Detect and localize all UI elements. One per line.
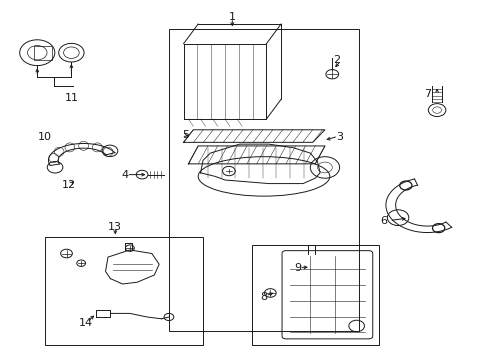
Text: 9: 9 [294, 263, 301, 273]
Text: 6: 6 [379, 216, 386, 226]
Text: 8: 8 [260, 292, 267, 302]
Text: 3: 3 [335, 132, 343, 142]
Text: 11: 11 [64, 93, 78, 103]
Text: 7: 7 [423, 89, 430, 99]
Text: 4: 4 [121, 170, 128, 180]
Text: 14: 14 [79, 319, 93, 328]
Bar [251, 244, 378, 345]
Bar [34, 46, 52, 60]
Text: 1: 1 [228, 12, 235, 22]
Text: 10: 10 [38, 132, 51, 142]
Text: 2: 2 [333, 55, 340, 65]
Text: 13: 13 [108, 222, 122, 231]
Bar [44, 237, 203, 345]
Bar [168, 30, 358, 330]
Text: 5: 5 [182, 130, 189, 140]
Text: 12: 12 [62, 180, 76, 190]
